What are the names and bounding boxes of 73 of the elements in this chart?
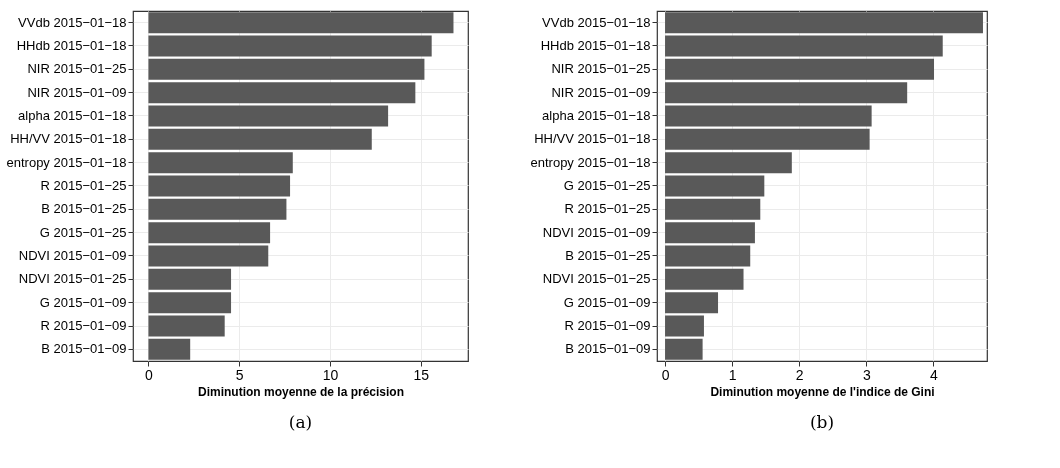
y-tick-label: NIR 2015−01−09 [551,84,651,100]
text: (a) [288,412,313,432]
y-tick-label: NDVI 2015−01−09 [18,248,127,263]
y-tick-label: G 2015−01−25 [563,178,651,193]
x-tick-label: 10 [322,366,339,383]
bar [148,222,271,244]
y-tick-label: B 2015−01−09 [41,341,127,357]
text: (b) [809,412,835,432]
y-tick-label: NIR 2015−01−25 [551,61,651,77]
bar [665,338,703,360]
x-tick-label: 2 [795,366,804,383]
y-tick-label: VVdb 2015−01−18 [542,14,651,30]
y-tick-label: R 2015−01−09 [564,318,651,333]
bar [665,128,870,150]
x-tick-label: 0 [145,366,154,383]
bar [665,175,765,197]
bar [665,222,755,244]
bar [148,338,191,360]
y-tick-label: R 2015−01−25 [40,178,127,193]
x-axis-title: Diminution moyenne de la précision [197,384,405,399]
x-tick-label: 15 [413,366,430,383]
y-tick-label: R 2015−01−25 [564,201,651,217]
bar [665,12,983,34]
x-tick-label: 0 [661,366,670,383]
y-tick-label: HH/VV 2015−01−18 [10,131,127,147]
bar [665,198,761,220]
bar [665,105,872,127]
y-tick-label: G 2015−01−25 [39,224,127,240]
x-axis-title: Diminution moyenne de l'indice de Gini [710,384,935,399]
bar [665,58,935,80]
bar [665,82,908,104]
y-tick-label: alpha 2015−01−18 [18,108,127,123]
bar [148,105,389,127]
bar [148,198,287,220]
y-tick-label: NDVI 2015−01−09 [542,224,651,240]
y-tick-label: G 2015−01−09 [39,294,127,310]
x-tick-label: 1 [728,366,737,383]
bar [148,152,293,174]
bar [148,12,454,34]
bar [665,35,943,57]
bar [148,292,232,314]
bar [148,58,425,80]
x-tick-label: 5 [235,366,244,383]
y-tick-label: NIR 2015−01−09 [27,84,127,100]
bar [148,175,291,197]
y-tick-label: VVdb 2015−01−18 [18,14,127,30]
bar [148,245,269,267]
bar [665,292,719,314]
bar [148,268,232,290]
x-tick-label: 3 [862,366,871,383]
y-tick-label: alpha 2015−01−18 [542,108,651,123]
y-tick-label: R 2015−01−09 [40,318,127,333]
bar [665,268,744,290]
x-tick-label: 4 [929,366,938,383]
y-tick-label: NDVI 2015−01−25 [18,271,127,287]
y-tick-label: G 2015−01−09 [563,294,651,310]
y-tick-label: HHdb 2015−01−18 [16,38,127,53]
bar [665,315,704,337]
y-tick-label: B 2015−01−25 [41,201,127,217]
bar [148,128,372,150]
y-tick-label: entropy 2015−01−18 [530,154,651,170]
y-tick-label: HHdb 2015−01−18 [540,38,651,53]
y-tick-label: NDVI 2015−01−25 [542,271,651,287]
y-tick-label: HH/VV 2015−01−18 [534,131,651,147]
y-tick-label: NIR 2015−01−25 [27,61,127,77]
bar [665,245,751,267]
y-tick-label: B 2015−01−25 [565,248,651,263]
bar [665,152,792,174]
y-tick-label: entropy 2015−01−18 [6,154,127,170]
bar [148,35,432,57]
bar [148,82,416,104]
y-tick-label: B 2015−01−09 [565,341,651,357]
bar [148,315,225,337]
